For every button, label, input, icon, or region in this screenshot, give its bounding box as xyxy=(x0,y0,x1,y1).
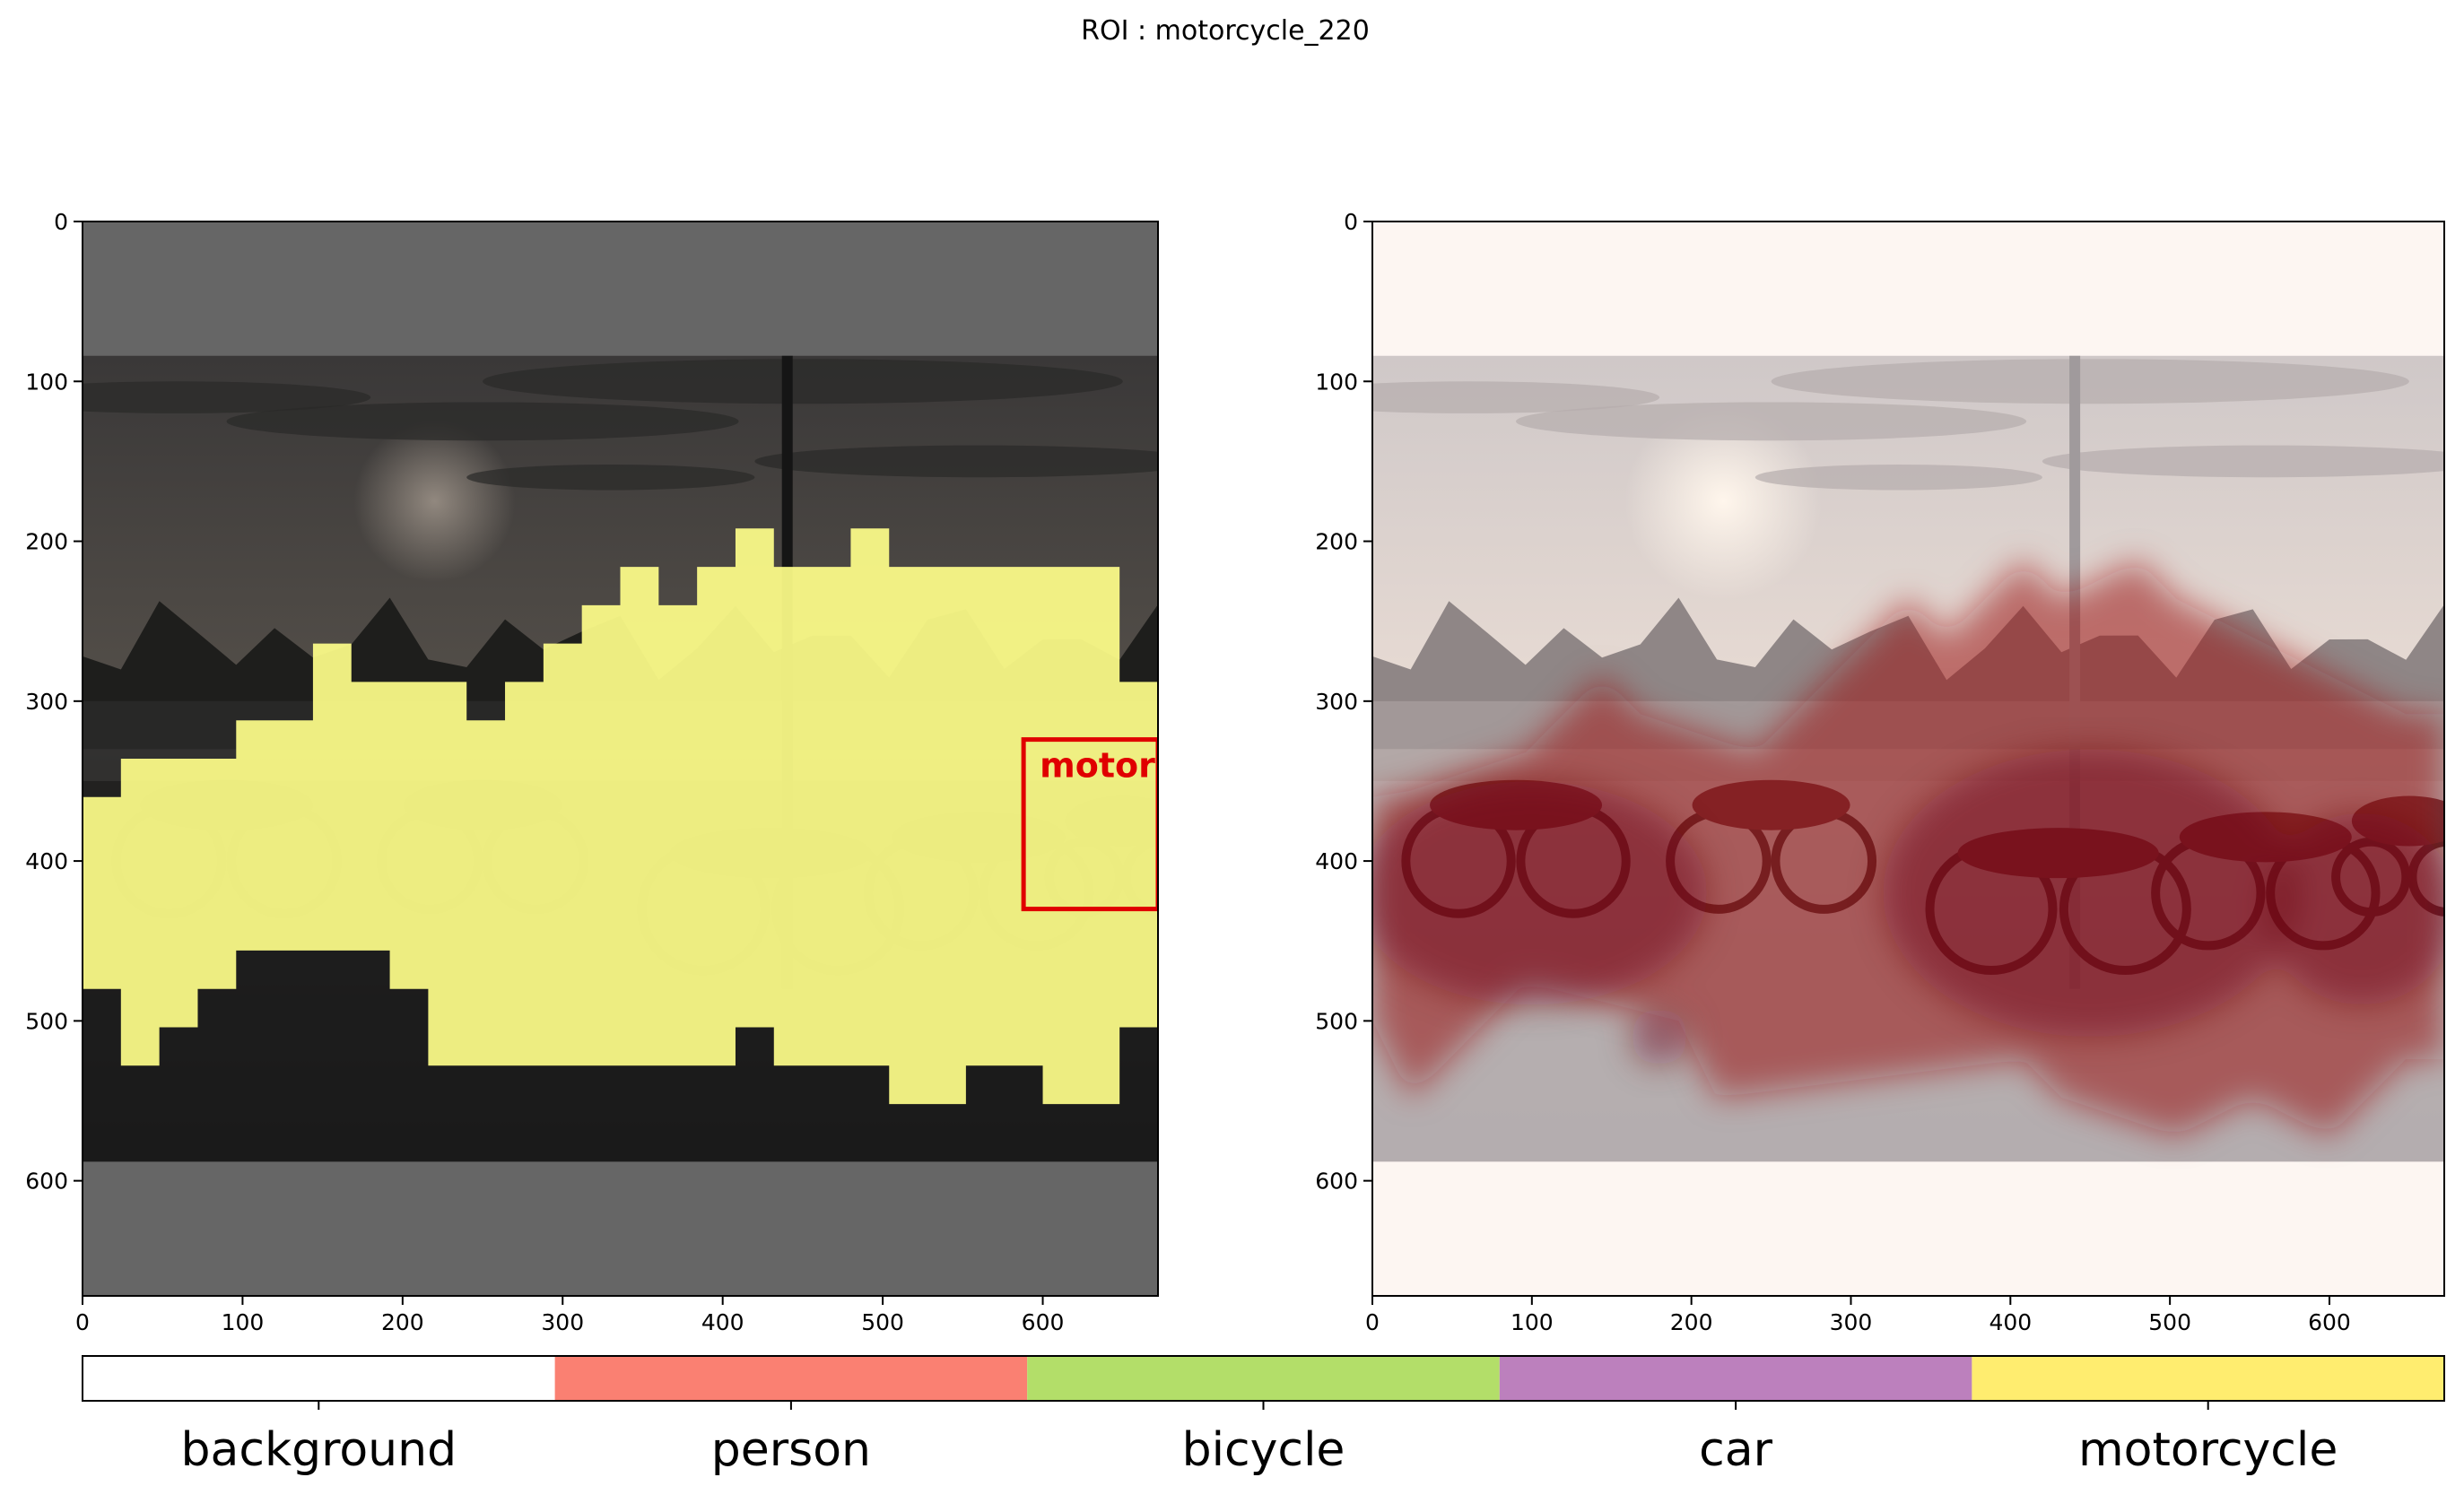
right-axes-frame xyxy=(1371,221,2445,1297)
heat-core xyxy=(1372,780,1708,1005)
y-tick-label: 500 xyxy=(25,1008,68,1034)
right-heatmap-core xyxy=(1372,749,2444,1066)
roi-bounding-box xyxy=(1021,737,1158,912)
colorbar-swatch xyxy=(83,1356,555,1401)
cloud xyxy=(2042,445,2444,478)
left-axes-frame xyxy=(82,221,1159,1297)
cloud xyxy=(1771,359,2409,404)
x-tick-label: 0 xyxy=(1365,1309,1380,1335)
y-tick-label: 200 xyxy=(1315,529,1358,555)
colorbar-label: motorcycle xyxy=(2078,1423,2338,1477)
cloud xyxy=(483,359,1123,404)
x-tick-label: 600 xyxy=(2308,1309,2351,1335)
colorbar-swatch xyxy=(554,1356,1028,1401)
roi-box-label: motor xyxy=(1040,746,1155,786)
y-tick-label: 0 xyxy=(54,209,68,235)
y-tick-label: 400 xyxy=(25,848,68,874)
x-tick-label: 600 xyxy=(1022,1309,1065,1335)
colorbar-label: car xyxy=(1699,1423,1772,1477)
left-x-axis: 0 100 200 300 400 500 600 xyxy=(75,1296,1064,1335)
x-tick-label: 300 xyxy=(541,1309,584,1335)
cloud xyxy=(226,402,739,441)
heat-core xyxy=(1631,1008,1689,1066)
left-motorcycle-mask xyxy=(83,528,1158,1105)
right-sun-glow xyxy=(1624,402,1823,600)
x-tick-label: 400 xyxy=(1989,1309,2032,1335)
colorbar-swatch xyxy=(1972,1356,2444,1401)
x-tick-label: 400 xyxy=(701,1309,744,1335)
cloud xyxy=(1516,402,2027,441)
left-panel: motor 0 100 200 300 400 500 600 0 100 200 300 400 5… xyxy=(25,209,1159,1335)
colorbar-label: background xyxy=(181,1423,457,1477)
x-tick-label: 500 xyxy=(861,1309,904,1335)
figure-title: ROI : motorcycle_220 xyxy=(1081,15,1370,47)
colorbar-swatch xyxy=(1027,1356,1500,1401)
y-tick-label: 100 xyxy=(25,369,68,395)
x-tick-label: 200 xyxy=(1670,1309,1713,1335)
y-tick-label: 400 xyxy=(1315,848,1358,874)
x-tick-label: 100 xyxy=(1511,1309,1554,1335)
x-tick-label: 0 xyxy=(75,1309,90,1335)
colorbar-label: person xyxy=(711,1423,871,1477)
y-tick-label: 500 xyxy=(1315,1008,1358,1034)
left-y-axis: 0 100 200 300 400 500 600 xyxy=(25,209,83,1195)
colorbar-label: bicycle xyxy=(1182,1423,1345,1477)
colorbar-frame xyxy=(82,1355,2445,1402)
cloud xyxy=(1754,464,2042,491)
colorbar-swatch xyxy=(1499,1356,1972,1401)
x-tick-label: 300 xyxy=(1830,1309,1873,1335)
y-tick-label: 600 xyxy=(1315,1169,1358,1195)
right-y-axis: 0 100 200 300 400 500 600 xyxy=(1315,209,1372,1195)
x-tick-label: 500 xyxy=(2148,1309,2191,1335)
y-tick-label: 200 xyxy=(25,529,68,555)
y-tick-label: 0 xyxy=(1344,209,1358,235)
heat-core xyxy=(1883,749,2298,1038)
right-x-axis: 0 100 200 300 400 500 600 xyxy=(1365,1296,2351,1335)
cloud xyxy=(1372,381,1660,413)
x-tick-label: 200 xyxy=(381,1309,424,1335)
y-tick-label: 600 xyxy=(25,1169,68,1195)
left-sun-glow xyxy=(353,420,516,582)
x-tick-label: 100 xyxy=(222,1309,265,1335)
cloud xyxy=(83,381,371,413)
cloud xyxy=(754,445,1158,478)
class-colorbar: background person bicycle car motorcycle xyxy=(82,1355,2445,1477)
cloud xyxy=(466,464,755,491)
y-tick-label: 300 xyxy=(1315,689,1358,715)
y-tick-label: 100 xyxy=(1315,369,1358,395)
y-tick-label: 300 xyxy=(25,689,68,715)
heat-core xyxy=(2265,813,2444,1005)
right-panel: 0 100 200 300 400 500 600 0 100 200 300 400 500 600 xyxy=(1315,209,2445,1335)
